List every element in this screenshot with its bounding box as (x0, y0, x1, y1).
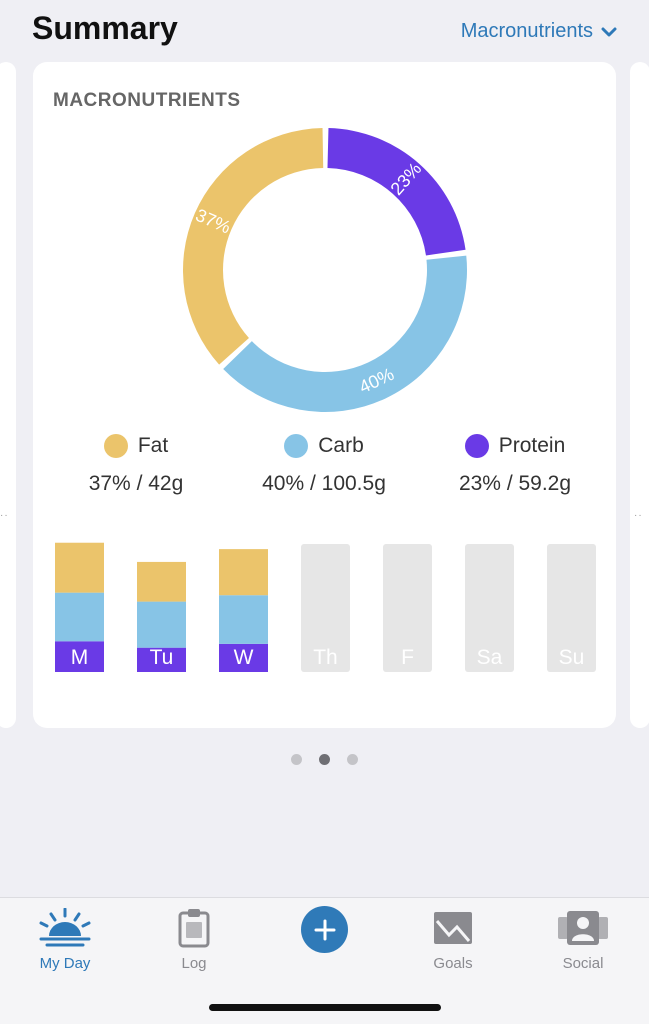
next-card-edge[interactable] (630, 62, 649, 728)
day-label: M (71, 646, 89, 669)
page-dot[interactable] (291, 754, 302, 765)
dropdown-label: Macronutrients (460, 20, 593, 42)
day-bar-empty[interactable] (465, 544, 514, 672)
day-bar-empty[interactable] (301, 544, 350, 672)
day-bar-segment-fat[interactable] (137, 561, 186, 602)
tab-log-label: Log (181, 955, 207, 972)
previous-card-dots: ·· (0, 510, 9, 521)
day-bar-empty[interactable] (547, 544, 596, 672)
macronutrient-donut-chart: 37%23%40% (183, 128, 467, 412)
tab-my-day-label: My Day (39, 955, 91, 972)
page-dot-active[interactable] (319, 754, 330, 765)
tab-goals-label: Goals (433, 955, 473, 972)
tab-log[interactable]: Log (144, 906, 244, 972)
tab-social[interactable]: Social (533, 906, 633, 972)
day-bar-segment-carb[interactable] (55, 592, 104, 642)
metric-dropdown[interactable]: Macronutrients (461, 20, 617, 43)
clipboard-icon (178, 909, 210, 948)
mountain-icon (434, 912, 472, 944)
card-title: MACRONUTRIENTS (53, 90, 241, 111)
people-icon (558, 911, 608, 945)
page-indicator[interactable] (0, 754, 649, 765)
donut-slice-fat (183, 128, 324, 365)
day-label: Sa (477, 646, 503, 669)
legend-protein-swatch (464, 434, 489, 458)
legend-fat-label: Fat (137, 434, 169, 457)
legend-carb-value: 40% / 100.5g (262, 472, 386, 495)
sunrise-icon (39, 908, 91, 947)
macronutrients-card[interactable]: MACRONUTRIENTS 37% 23% 40% Fat 37% / 42g C… (33, 62, 616, 728)
legend-carb-swatch (284, 434, 309, 458)
day-label: F (401, 646, 414, 669)
day-label: Su (559, 646, 585, 669)
day-bar-segment-carb[interactable] (219, 595, 268, 644)
day-bar-segment-protein[interactable] (55, 641, 104, 672)
legend-protein: Protein 23% / 59.2g (418, 434, 612, 496)
day-bar-segment-fat[interactable] (55, 542, 104, 593)
previous-card-edge[interactable] (0, 62, 16, 728)
chevron-down-icon (601, 27, 617, 36)
donut-slice-carb (223, 255, 467, 412)
day-bar-segment-protein[interactable] (219, 643, 268, 672)
tab-bar: My Day Log Goals (0, 897, 649, 1024)
donut-slice-protein (327, 128, 466, 256)
next-card-dots: ·· (634, 510, 643, 521)
plus-icon (314, 919, 335, 940)
tab-my-day[interactable]: My Day (15, 906, 115, 972)
legend-carb-label: Carb (318, 434, 364, 457)
add-button[interactable] (301, 906, 348, 953)
legend-fat-value: 37% / 42g (88, 472, 184, 495)
day-label: Th (313, 646, 338, 669)
legend-protein-value: 23% / 59.2g (458, 472, 572, 495)
day-bar-segment-protein[interactable] (137, 647, 186, 672)
tab-goals[interactable]: Goals (403, 906, 503, 972)
day-label: W (234, 646, 254, 669)
day-bar-segment-fat[interactable] (219, 549, 268, 596)
weekly-macro-bars: M Tu W Th F Sa Su (55, 542, 596, 672)
page-dot[interactable] (347, 754, 358, 765)
page-title: Summary (32, 10, 178, 46)
legend-fat-swatch (103, 434, 128, 458)
day-bar-empty[interactable] (383, 544, 432, 672)
header: Summary Macronutrients (0, 0, 649, 60)
home-indicator (209, 1004, 441, 1011)
tab-social-label: Social (562, 955, 604, 972)
legend-protein-label: Protein (498, 434, 566, 457)
legend-fat: Fat 37% / 42g (39, 434, 233, 496)
day-label: Tu (150, 646, 174, 669)
legend-carb: Carb 40% / 100.5g (227, 434, 421, 496)
day-bar-segment-carb[interactable] (137, 601, 186, 648)
